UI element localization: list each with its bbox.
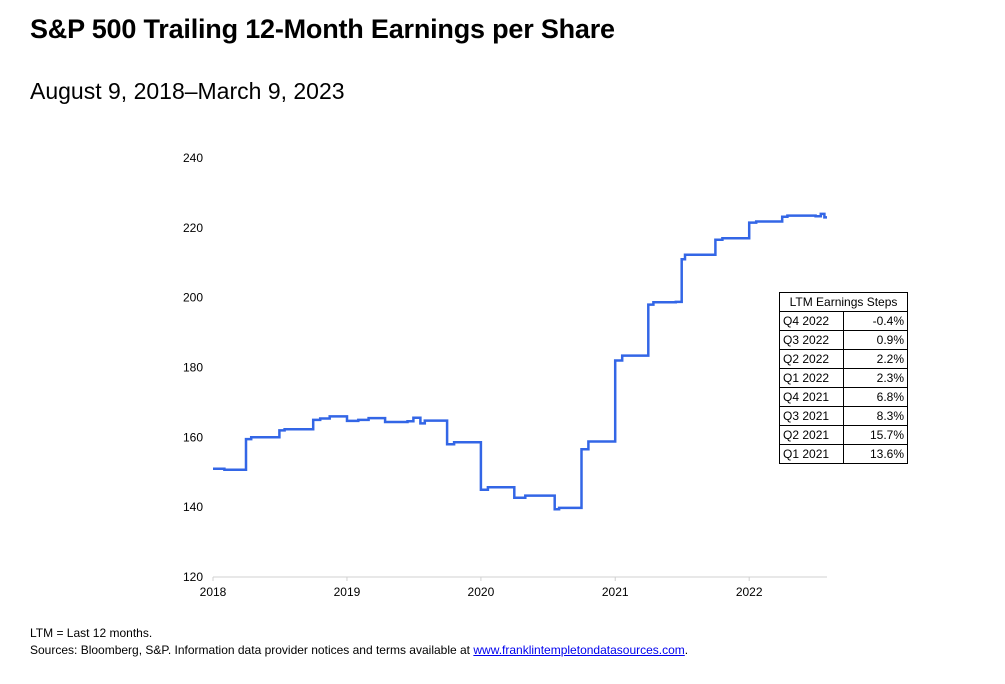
x-tick-label: 2018 [200, 585, 227, 599]
quarter-cell: Q2 2022 [779, 349, 844, 369]
table-header: LTM Earnings Steps [779, 292, 908, 312]
chart-title: S&P 500 Trailing 12-Month Earnings per S… [30, 14, 615, 44]
quarter-cell: Q1 2021 [779, 444, 844, 464]
y-tick-label: 160 [183, 430, 203, 444]
value-cell: -0.4% [843, 311, 908, 331]
x-tick-label: 2022 [736, 585, 763, 599]
quarter-cell: Q3 2021 [779, 406, 844, 426]
value-cell: 0.9% [843, 330, 908, 350]
quarter-cell: Q3 2022 [779, 330, 844, 350]
table-row: Q2 2021 15.7% [779, 425, 908, 445]
footnote-ltm: LTM = Last 12 months. [30, 626, 153, 640]
value-cell: 2.3% [843, 368, 908, 388]
y-tick-label: 180 [183, 361, 203, 375]
y-tick-label: 220 [183, 221, 203, 235]
y-tick-label: 200 [183, 291, 203, 305]
ltm-earnings-steps-table: LTM Earnings Steps Q4 2022 -0.4% Q3 2022 0.… [779, 292, 908, 464]
eps-series-line [213, 212, 827, 511]
chart-subtitle: August 9, 2018–March 9, 2023 [30, 78, 345, 104]
table-row: Q1 2022 2.3% [779, 368, 908, 388]
value-cell: 6.8% [843, 387, 908, 407]
value-cell: 15.7% [843, 425, 908, 445]
quarter-cell: Q4 2022 [779, 311, 844, 331]
table-row: Q3 2021 8.3% [779, 406, 908, 426]
table-row: Q4 2021 6.8% [779, 387, 908, 407]
sources-suffix: . [684, 643, 689, 657]
quarter-cell: Q4 2021 [779, 387, 844, 407]
footnote: LTM = Last 12 months. Sources: Bloomberg… [30, 625, 688, 659]
table-row: Q2 2022 2.2% [779, 349, 908, 369]
table-header-row: LTM Earnings Steps [779, 292, 908, 312]
x-tick-label: 2021 [602, 585, 629, 599]
y-tick-label: 140 [183, 500, 203, 514]
y-tick-label: 240 [183, 151, 203, 165]
value-cell: 2.2% [843, 349, 908, 369]
y-tick-label: 120 [183, 570, 203, 584]
x-axis-ticks: 2018 2019 2020 2021 2022 [200, 577, 763, 599]
quarter-cell: Q1 2022 [779, 368, 844, 388]
footnote-sources: Sources: Bloomberg, S&P. Information dat… [30, 642, 688, 659]
quarter-cell: Q2 2021 [779, 425, 844, 445]
x-tick-label: 2019 [334, 585, 361, 599]
x-tick-label: 2020 [468, 585, 495, 599]
y-axis-ticks: 120 140 160 180 200 220 240 [183, 151, 203, 584]
data-sources-link[interactable]: www.franklintempletondatasources.com [473, 643, 685, 657]
table-row: Q4 2022 -0.4% [779, 311, 908, 331]
value-cell: 13.6% [843, 444, 908, 464]
table-row: Q3 2022 0.9% [779, 330, 908, 350]
value-cell: 8.3% [843, 406, 908, 426]
table-row: Q1 2021 13.6% [779, 444, 908, 464]
sources-text: Sources: Bloomberg, S&P. Information dat… [30, 643, 474, 657]
